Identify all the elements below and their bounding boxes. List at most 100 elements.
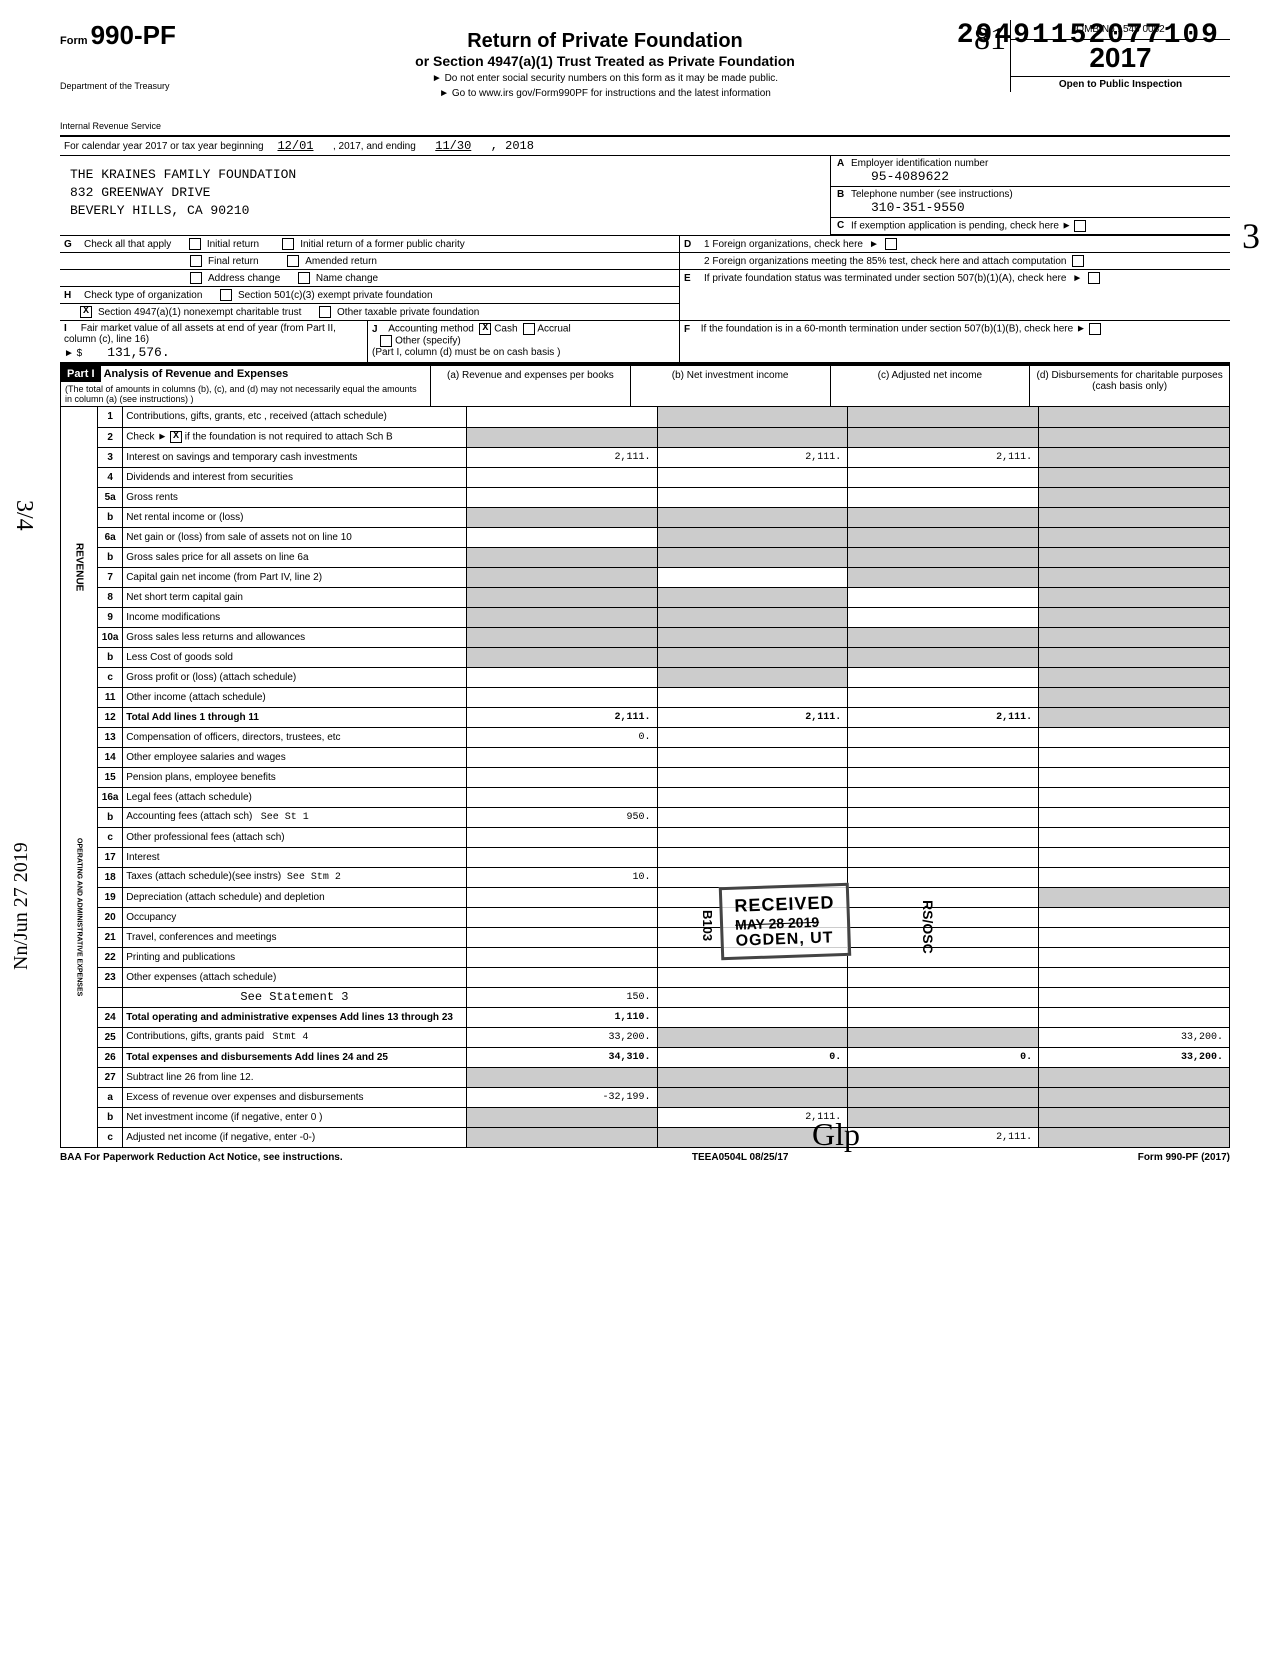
row-7-desc: Capital gain net income (from Part IV, l… xyxy=(123,567,466,587)
calendar-year-row: For calendar year 2017 or tax year begin… xyxy=(60,137,1230,156)
row-2b-desc: if the foundation is not required to att… xyxy=(185,432,393,443)
public-inspection: Open to Public Inspection xyxy=(1011,77,1230,92)
col-b-header: (b) Net investment income xyxy=(631,366,831,406)
footer-right: Form 990-PF (2017) xyxy=(1138,1152,1230,1163)
checkbox-initial-public-charity[interactable] xyxy=(282,238,294,250)
h-opt-1: Section 4947(a)(1) nonexempt charitable … xyxy=(98,307,301,318)
form-prefix: Form xyxy=(60,35,88,47)
j-other: Other (specify) xyxy=(395,336,461,347)
checkbox-f[interactable] xyxy=(1089,323,1101,335)
row-16b-desc: Accounting fees (attach sch) xyxy=(126,811,252,822)
row-17-desc: Interest xyxy=(123,847,466,867)
g-label: Check all that apply xyxy=(84,239,171,250)
r26-b: 0. xyxy=(657,1047,848,1067)
row-12-desc: Total Add lines 1 through 11 xyxy=(123,707,466,727)
revenue-expense-table: REVENUE 1Contributions, gifts, grants, e… xyxy=(60,407,1230,1148)
row-8-desc: Net short term capital gain xyxy=(123,587,466,607)
row-25-ref: Stmt 4 xyxy=(272,1032,308,1043)
checkbox-name-change[interactable] xyxy=(298,272,310,284)
i-label: Fair market value of all assets at end o… xyxy=(64,323,336,345)
checkbox-amended[interactable] xyxy=(287,255,299,267)
sub-title: or Section 4947(a)(1) Trust Treated as P… xyxy=(240,53,970,69)
r12-a: 2,111. xyxy=(466,707,657,727)
r3-a: 2,111. xyxy=(466,447,657,467)
side-expenses: OPERATING AND ADMINISTRATIVE EXPENSES xyxy=(61,727,98,1107)
r27a-a: -32,199. xyxy=(466,1087,657,1107)
r23-a: 150. xyxy=(466,987,657,1007)
row-6b-desc: Gross sales price for all assets on line… xyxy=(123,547,466,567)
part1-label: Part I xyxy=(61,366,101,382)
j-note: (Part I, column (d) must be on cash basi… xyxy=(372,347,560,358)
row-26-desc: Total expenses and disbursements Add lin… xyxy=(123,1047,466,1067)
checkbox-c[interactable] xyxy=(1074,220,1086,232)
checkbox-4947[interactable]: X xyxy=(80,306,92,318)
r26-c: 0. xyxy=(848,1047,1039,1067)
box-b-label: Telephone number (see instructions) xyxy=(851,189,1013,200)
row-10b-desc: Less Cost of goods sold xyxy=(123,647,466,667)
checkbox-other-method[interactable] xyxy=(380,335,392,347)
row-27c-desc: Adjusted net income (if negative, enter … xyxy=(123,1127,466,1147)
checkbox-cash[interactable]: X xyxy=(479,323,491,335)
row-4-desc: Dividends and interest from securities xyxy=(123,467,466,487)
part1-title: Analysis of Revenue and Expenses xyxy=(104,368,289,380)
checkbox-schb[interactable]: X xyxy=(170,431,182,443)
checkbox-e[interactable] xyxy=(1088,272,1100,284)
row-10a-desc: Gross sales less returns and allowances xyxy=(123,627,466,647)
box-f-label: If the foundation is in a 60-month termi… xyxy=(701,324,1073,335)
dept-irs: Internal Revenue Service xyxy=(60,121,240,131)
checkbox-d2[interactable] xyxy=(1072,255,1084,267)
right-margin-3: 3 xyxy=(1242,215,1260,257)
stamp-location: OGDEN, UT xyxy=(735,929,836,950)
margin-note-1: 3/4 xyxy=(10,500,37,531)
checkbox-d1[interactable] xyxy=(885,238,897,250)
box-c-label: If exemption application is pending, che… xyxy=(851,221,1072,232)
row-27a-desc: Excess of revenue over expenses and disb… xyxy=(123,1087,466,1107)
address-line-2: BEVERLY HILLS, CA 90210 xyxy=(70,202,820,220)
col-a-header: (a) Revenue and expenses per books xyxy=(431,366,631,406)
row-21-desc: Travel, conferences and meetings xyxy=(123,927,466,947)
address-line-1: 832 GREENWAY DRIVE xyxy=(70,184,820,202)
checkbox-501c3[interactable] xyxy=(220,289,232,301)
checkbox-initial-return[interactable] xyxy=(189,238,201,250)
row-16b-ref: See St 1 xyxy=(261,812,309,823)
row-18-desc: Taxes (attach schedule)(see instrs) xyxy=(126,871,281,882)
row-5a-desc: Gross rents xyxy=(123,487,466,507)
checkbox-final-return[interactable] xyxy=(190,255,202,267)
col-d-header: (d) Disbursements for charitable purpose… xyxy=(1030,366,1229,406)
r13-a: 0. xyxy=(466,727,657,747)
r3-b: 2,111. xyxy=(657,447,848,467)
ein-value: 95-4089622 xyxy=(871,169,1224,184)
fmv-value: 131,576. xyxy=(107,345,169,360)
r25-a: 33,200. xyxy=(466,1027,657,1047)
j-label: Accounting method xyxy=(388,324,474,335)
phone-value: 310-351-9550 xyxy=(871,200,1224,215)
instruction-1: ► Do not enter social security numbers o… xyxy=(240,73,970,84)
mid-label: , 2017, and ending xyxy=(333,141,416,152)
row-3-desc: Interest on savings and temporary cash i… xyxy=(123,447,466,467)
part1-note: (The total of amounts in columns (b), (c… xyxy=(61,382,430,406)
row-23-desc: Other expenses (attach schedule) xyxy=(123,967,466,987)
r12-b: 2,111. xyxy=(657,707,848,727)
checkbox-accrual[interactable] xyxy=(523,323,535,335)
cal-year-label: For calendar year 2017 or tax year begin… xyxy=(64,141,264,152)
r26-a: 34,310. xyxy=(466,1047,657,1067)
row-1-desc: Contributions, gifts, grants, etc , rece… xyxy=(123,407,466,427)
signature: Glp xyxy=(812,1116,860,1153)
checkbox-address-change[interactable] xyxy=(190,272,202,284)
r16b-a: 950. xyxy=(466,807,657,827)
box-d1-label: 1 Foreign organizations, check here xyxy=(704,239,863,250)
row-25-desc: Contributions, gifts, grants paid xyxy=(126,1031,264,1042)
g-opt-2: Address change xyxy=(208,273,280,284)
r24-a: 1,110. xyxy=(466,1007,657,1027)
g-opt-4: Amended return xyxy=(305,256,377,267)
row-19-desc: Depreciation (attach schedule) and deple… xyxy=(123,887,466,907)
row-13-desc: Compensation of officers, directors, tru… xyxy=(123,727,466,747)
form-number: 990-PF xyxy=(91,20,176,50)
end-date: 11/30 xyxy=(435,139,471,153)
h-opt-2: Other taxable private foundation xyxy=(337,307,479,318)
row-14-desc: Other employee salaries and wages xyxy=(123,747,466,767)
checkbox-other-taxable[interactable] xyxy=(319,306,331,318)
row-2-desc: Check ► xyxy=(126,432,167,443)
g-opt-5: Name change xyxy=(316,273,378,284)
j-accrual: Accrual xyxy=(537,324,570,335)
